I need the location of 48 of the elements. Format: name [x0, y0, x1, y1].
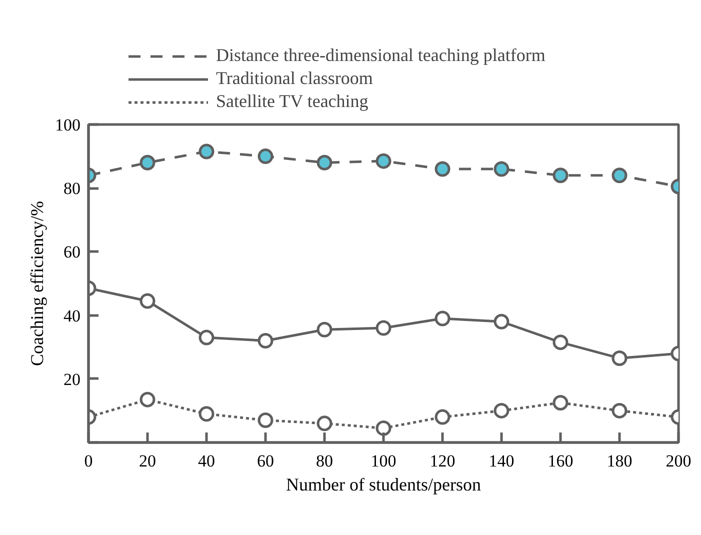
- y-tick-label: 60: [64, 242, 80, 262]
- point: [434, 409, 450, 425]
- point: [316, 154, 332, 170]
- x-tick-label: 100: [370, 452, 396, 470]
- point: [198, 330, 214, 346]
- point: [612, 402, 628, 418]
- x-tick-label: 180: [606, 452, 632, 470]
- x-tick-label: 60: [257, 452, 274, 470]
- point: [376, 320, 392, 336]
- point: [494, 314, 510, 330]
- x-tick-label: 80: [316, 452, 333, 470]
- point: [258, 333, 274, 348]
- x-tick-label: 160: [548, 452, 574, 470]
- point: [376, 153, 392, 169]
- point: [198, 406, 214, 422]
- point: [258, 148, 274, 164]
- point: [552, 395, 568, 410]
- x-tick-label: 140: [488, 452, 514, 470]
- point: [258, 412, 274, 428]
- point: [140, 392, 156, 408]
- x-axis-title: Number of students/person: [286, 474, 481, 494]
- point: [140, 154, 156, 170]
- point: [494, 161, 510, 177]
- legend-label: Satellite TV teaching: [216, 91, 368, 112]
- x-tick-label: 120: [430, 452, 456, 470]
- point: [376, 420, 392, 436]
- y-tick-label: 80: [64, 179, 80, 198]
- x-tick-label: 40: [198, 452, 215, 470]
- y-axis-title: Coaching efficiency/%: [27, 200, 47, 366]
- point: [434, 161, 450, 177]
- point: [140, 293, 156, 309]
- point: [612, 168, 628, 184]
- x-tick-label: 0: [84, 452, 93, 470]
- point: [316, 322, 332, 338]
- point: [198, 144, 214, 160]
- legend-label: Distance three-dimensional teaching platform: [216, 45, 546, 66]
- point: [552, 168, 568, 184]
- legend-label: Traditional classroom: [216, 68, 373, 89]
- point: [494, 402, 510, 418]
- y-tick-label: 100: [55, 116, 80, 134]
- x-tick-label: 20: [139, 452, 156, 470]
- x-tick-label: 200: [666, 452, 692, 470]
- point: [552, 334, 568, 350]
- point: [612, 350, 628, 366]
- point: [434, 310, 450, 326]
- y-tick-label: 20: [64, 370, 80, 389]
- y-tick-label: 40: [64, 306, 80, 326]
- point: [316, 416, 332, 432]
